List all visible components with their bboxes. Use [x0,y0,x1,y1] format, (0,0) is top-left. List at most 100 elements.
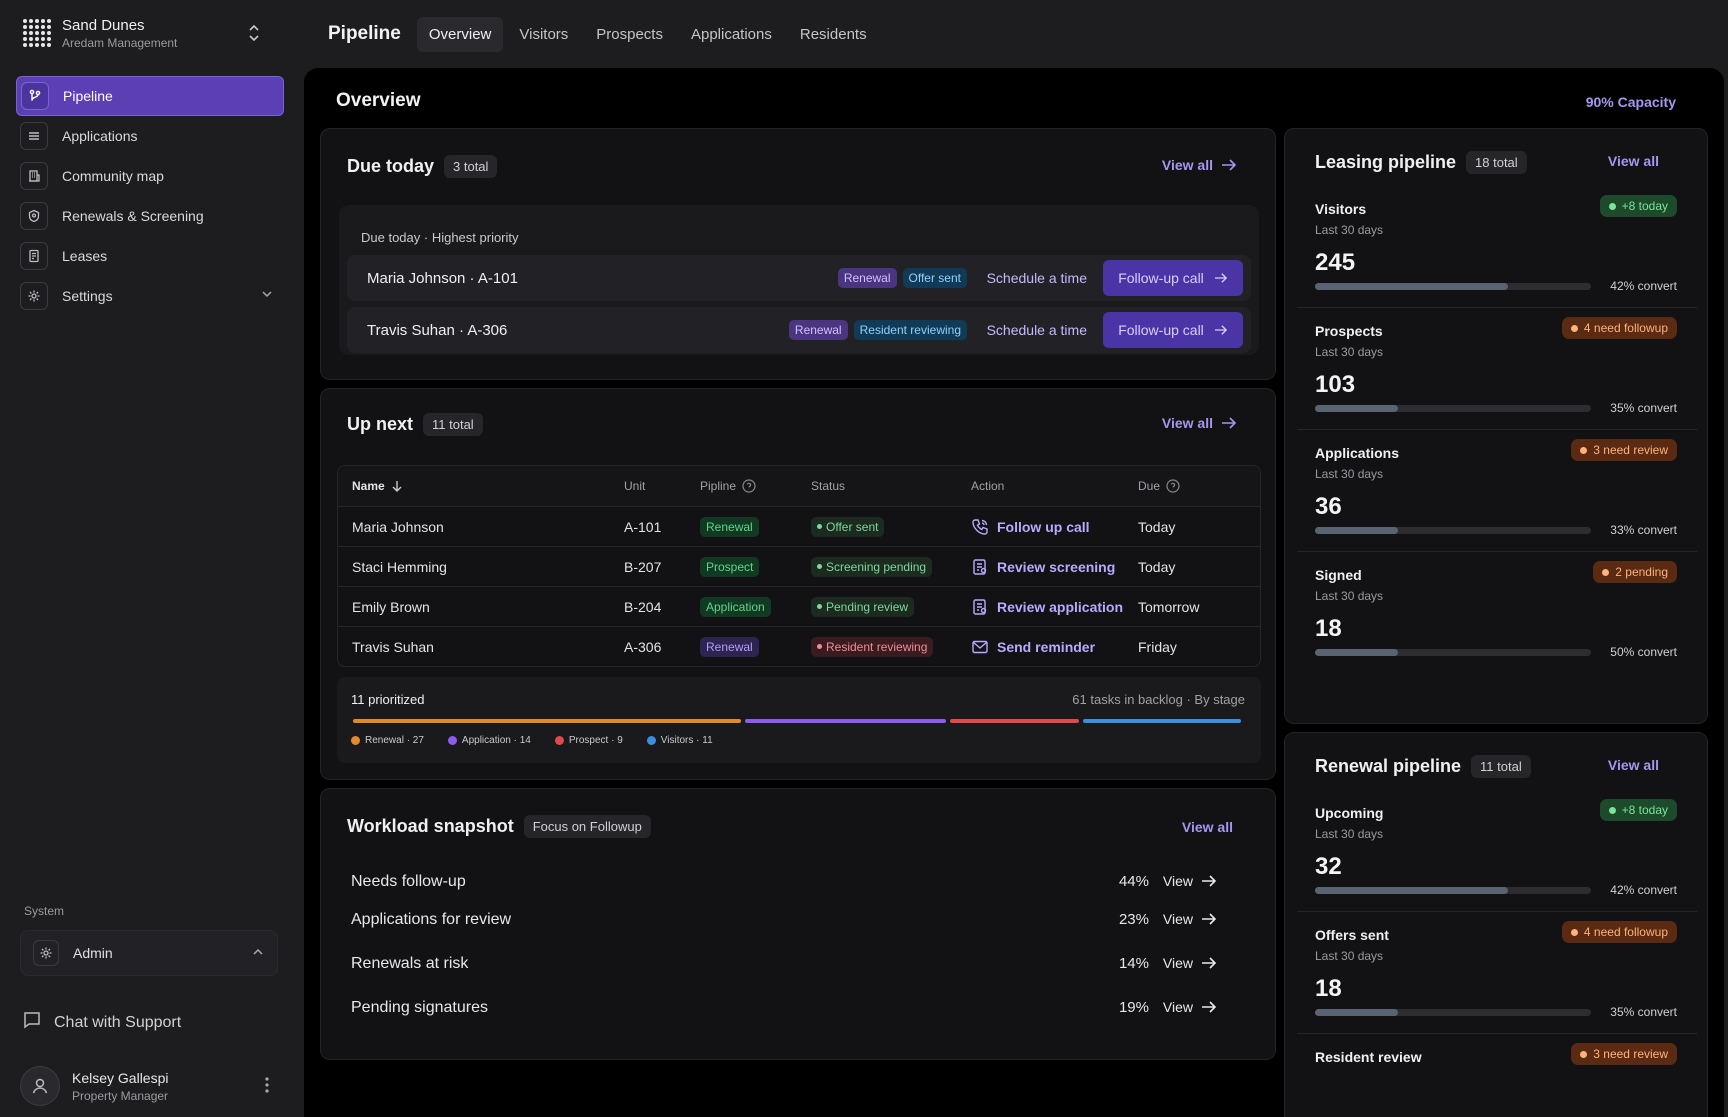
tab-overview[interactable]: Overview [416,16,504,52]
card-title: Renewal pipeline 11 total [1315,755,1531,778]
pipeline-metric[interactable]: Signed 2 pending Last 30 days 18 50% convert [1315,561,1677,659]
chat-icon [22,1010,42,1035]
view-all-label: View all [1181,819,1233,835]
conversion-bar [1315,527,1591,534]
system-label: System [24,904,65,918]
chevron-up-down-icon[interactable] [244,22,264,44]
workload-percent: 23% [1118,911,1149,928]
legend-label: Application · 14 [461,735,531,746]
view-all-label: View all [1607,153,1659,169]
due-subtitle: Due today · Highest priority [361,230,519,245]
divider [1297,307,1697,308]
chevron-up-icon[interactable] [251,945,265,962]
sidebar-item-settings[interactable]: Settings [16,276,284,316]
action-review-application[interactable]: Review application [971,598,1123,616]
view-link[interactable]: View [1163,999,1217,1015]
column-header-name[interactable]: Name [352,479,403,493]
pipeline-metric[interactable]: Applications 3 need review Last 30 days 36 3… [1315,439,1677,537]
org-sub: Aredam Management [62,35,178,50]
view-all-link[interactable]: View all [1162,157,1237,173]
view-link[interactable]: View [1163,873,1217,889]
table-row[interactable]: Travis Suhan A-306 Renewal Resident revi… [338,626,1260,666]
avatar [20,1066,60,1106]
sidebar: Sand Dunes Aredam Management Pipeline Ap… [0,0,298,1117]
pipeline-badge: Renewal [700,516,759,537]
metric-name: Offers sent [1315,927,1389,943]
gear-icon [33,940,59,966]
stage-segment [949,719,1080,723]
user-profile[interactable]: Kelsey Gallespi Property Manager [20,1064,278,1108]
view-label: View [1162,999,1193,1015]
view-link[interactable]: View [1163,955,1217,971]
follow-up-call-button[interactable]: Follow-up call [1103,260,1243,296]
schedule-link[interactable]: Schedule a time [986,322,1087,338]
tag: Renewal [788,320,848,340]
admin-label: Admin [73,945,113,961]
metric-name: Visitors [1315,201,1367,217]
arrow-right-icon [1202,1001,1217,1013]
admin-menu[interactable]: Admin [20,930,278,976]
view-all-label: View all [1607,757,1659,773]
cell-name: Maria Johnson [352,518,444,535]
org-switcher[interactable]: Sand Dunes Aredam Management [22,14,278,52]
tab-visitors[interactable]: Visitors [519,25,569,43]
pipeline-metric[interactable]: Offers sent 4 need followup Last 30 days 18… [1315,921,1677,1019]
pipeline-badge: Renewal [700,636,759,657]
metric-badge: +8 today [1599,195,1677,217]
pipeline-metric[interactable]: Visitors +8 today Last 30 days 245 42% conve… [1315,195,1677,293]
backlog-text: 61 tasks in backlog · By stage [1072,692,1245,707]
table-row[interactable]: Emily Brown B-204 Application Pending re… [338,586,1260,626]
metric-period: Last 30 days [1315,223,1384,237]
stage-legend: Renewal · 27 Application · 14 Prospect · 9… [351,735,713,746]
divider [1297,911,1697,912]
stage-bar [353,719,1241,723]
metric-name: Signed [1315,567,1362,583]
workload-title: Workload snapshot [347,816,514,836]
card-title: Up next 11 total [347,413,483,436]
view-link[interactable]: View [1163,911,1217,927]
stage-segment [744,719,946,723]
view-all-link[interactable]: View all [1162,415,1237,431]
view-all-link[interactable]: View all [1182,819,1233,835]
follow-up-call-button[interactable]: Follow-up call [1103,312,1243,348]
sidebar-item-renewals-screening[interactable]: Renewals & Screening [16,196,284,236]
table-row[interactable]: Staci Hemming B-207 Prospect Screening p… [338,546,1260,586]
chat-support-link[interactable]: Chat with Support [22,1010,181,1035]
sidebar-item-applications[interactable]: Applications [16,116,284,156]
sidebar-item-leases[interactable]: Leases [16,236,284,276]
help-icon[interactable] [1166,479,1180,493]
schedule-link[interactable]: Schedule a time [986,270,1087,286]
view-all-link[interactable]: View all [1608,757,1659,773]
pipeline-metric[interactable]: Upcoming +8 today Last 30 days 32 42% conver… [1315,799,1677,897]
due-row[interactable]: Maria Johnson · A-101 Renewal Offer sent… [347,255,1251,301]
tab-residents[interactable]: Residents [799,25,867,43]
view-label: View [1162,873,1193,889]
help-icon[interactable] [742,479,756,493]
table-row[interactable]: Maria Johnson A-101 Renewal Offer sent F… [338,506,1260,546]
cell-name: Emily Brown [352,598,430,615]
action-review-screening[interactable]: Review screening [971,558,1115,576]
status-badge: Screening pending [811,556,933,577]
sidebar-item-community-map[interactable]: Community map [16,156,284,196]
arrow-right-icon [1222,159,1237,171]
pipeline-metric[interactable]: Resident review 3 need review [1315,1043,1677,1065]
action-follow-up-call[interactable]: Follow up call [971,518,1090,536]
due-row[interactable]: Travis Suhan · A-306 Renewal Resident re… [347,307,1251,353]
column-header-status: Status [811,479,846,493]
cell-pipeline: Renewal [700,636,759,657]
more-vertical-icon[interactable] [264,1076,270,1099]
capacity-indicator: 90% Capacity [1585,94,1676,110]
topbar: Pipeline Overview Visitors Prospects App… [328,14,883,54]
conversion-rate: 50% convert [1610,645,1677,659]
view-all-link[interactable]: View all [1608,153,1659,169]
header-label: Pipline [700,479,737,493]
action-send-reminder[interactable]: Send reminder [971,638,1095,656]
chevron-down-icon[interactable] [260,287,274,304]
pipeline-metric[interactable]: Prospects 4 need followup Last 30 days 103 3… [1315,317,1677,415]
tab-prospects[interactable]: Prospects [596,25,663,43]
tab-applications[interactable]: Applications [690,25,772,43]
legend-dot [351,736,360,745]
button-label: Follow-up call [1118,322,1204,338]
workload-card: Workload snapshot Focus on Followup View… [320,788,1276,1060]
sidebar-item-pipeline[interactable]: Pipeline [16,76,284,116]
